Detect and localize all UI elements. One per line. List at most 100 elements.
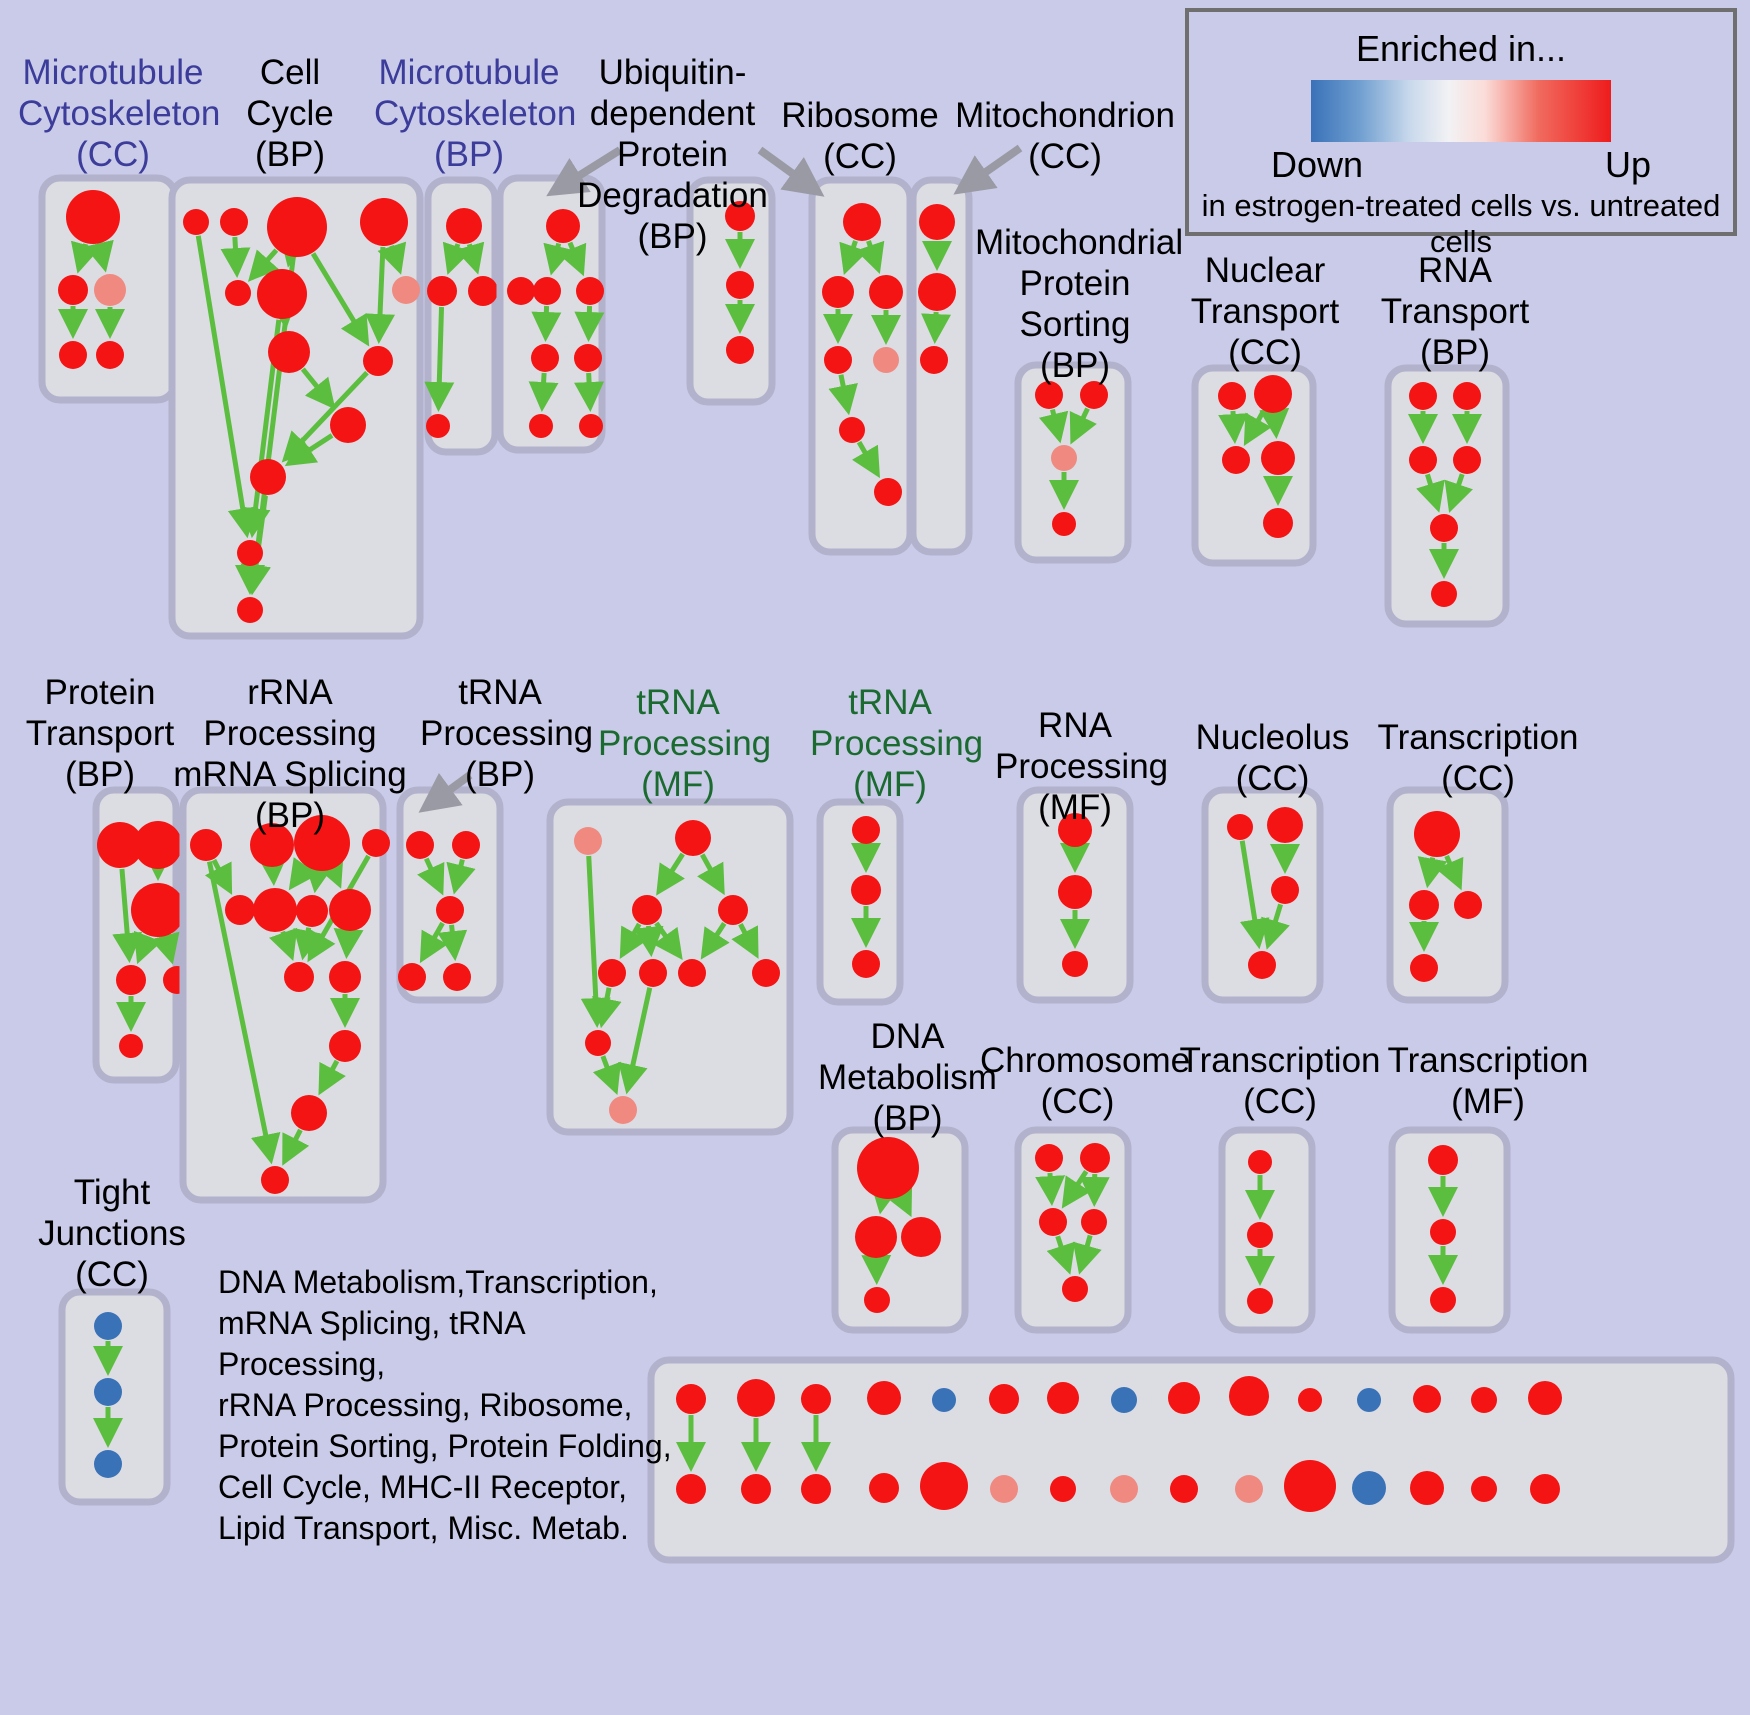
go-term-node[interactable] [869,275,903,309]
go-term-node[interactable] [284,962,314,992]
go-term-node[interactable] [839,417,865,443]
go-term-node[interactable] [1471,1476,1497,1502]
go-term-node[interactable] [851,875,881,905]
go-term-node[interactable] [1222,446,1250,474]
go-term-node[interactable] [392,276,420,304]
go-term-node[interactable] [1410,954,1438,982]
go-term-node[interactable] [1110,1475,1138,1503]
go-term-node[interactable] [1235,1475,1263,1503]
go-term-node[interactable] [94,1378,122,1406]
go-term-node[interactable] [801,1474,831,1504]
go-term-node[interactable] [119,1034,143,1058]
go-term-node[interactable] [329,1030,361,1062]
go-term-node[interactable] [131,883,185,937]
go-term-node[interactable] [1414,811,1460,857]
go-term-node[interactable] [363,346,393,376]
go-term-node[interactable] [529,414,553,438]
go-term-node[interactable] [864,1287,890,1313]
go-term-node[interactable] [1263,508,1293,538]
go-term-node[interactable] [1284,1460,1336,1512]
go-term-node[interactable] [1080,1143,1110,1173]
go-term-node[interactable] [1039,1208,1067,1236]
go-term-node[interactable] [741,1474,771,1504]
go-term-node[interactable] [257,269,307,319]
go-term-node[interactable] [468,276,498,306]
go-term-node[interactable] [533,277,561,305]
go-term-node[interactable] [1062,951,1088,977]
go-term-node[interactable] [676,1384,706,1414]
go-term-node[interactable] [1528,1381,1562,1415]
go-term-node[interactable] [1248,1150,1272,1174]
go-term-node[interactable] [1035,381,1063,409]
go-term-node[interactable] [253,888,297,932]
go-term-node[interactable] [1471,1387,1497,1413]
go-term-node[interactable] [585,1030,611,1056]
go-term-node[interactable] [726,271,754,299]
go-term-node[interactable] [66,190,120,244]
go-term-node[interactable] [1247,1222,1273,1248]
go-term-node[interactable] [268,331,310,373]
go-term-node[interactable] [989,1384,1019,1414]
go-term-node[interactable] [752,959,780,987]
go-term-node[interactable] [1058,813,1092,847]
go-term-node[interactable] [1248,951,1276,979]
go-term-node[interactable] [261,1166,289,1194]
go-term-node[interactable] [1409,890,1439,920]
go-term-node[interactable] [678,959,706,987]
go-term-node[interactable] [1430,514,1458,542]
go-term-node[interactable] [676,1474,706,1504]
go-term-node[interactable] [874,478,902,506]
go-term-node[interactable] [362,829,390,857]
go-term-node[interactable] [443,963,471,991]
go-term-node[interactable] [296,895,328,927]
go-term-node[interactable] [220,208,248,236]
go-term-node[interactable] [237,597,263,623]
go-term-node[interactable] [1052,512,1076,536]
go-term-node[interactable] [250,823,294,867]
go-term-node[interactable] [1430,1287,1456,1313]
go-term-node[interactable] [426,414,450,438]
go-term-node[interactable] [1227,814,1253,840]
go-term-node[interactable] [932,1388,956,1412]
go-term-node[interactable] [824,346,852,374]
go-term-node[interactable] [1431,581,1457,607]
go-term-node[interactable] [873,347,899,373]
go-term-node[interactable] [291,1095,327,1131]
go-term-node[interactable] [1409,446,1437,474]
go-term-node[interactable] [294,815,350,871]
go-term-node[interactable] [1530,1474,1560,1504]
go-term-node[interactable] [436,896,464,924]
go-term-node[interactable] [1111,1387,1137,1413]
go-term-node[interactable] [718,895,748,925]
go-term-node[interactable] [237,540,263,566]
go-term-node[interactable] [822,276,854,308]
go-term-node[interactable] [97,822,143,868]
go-term-node[interactable] [990,1475,1018,1503]
go-term-node[interactable] [920,1462,968,1510]
go-term-node[interactable] [639,959,667,987]
go-term-node[interactable] [574,344,602,372]
go-term-node[interactable] [452,831,480,859]
go-term-node[interactable] [1050,1476,1076,1502]
go-term-node[interactable] [901,1217,941,1257]
go-term-node[interactable] [1271,876,1299,904]
go-term-node[interactable] [857,1137,919,1199]
go-term-node[interactable] [1453,382,1481,410]
go-term-node[interactable] [852,950,880,978]
go-term-node[interactable] [855,1216,897,1258]
go-term-node[interactable] [675,820,711,856]
go-term-node[interactable] [329,889,371,931]
go-term-node[interactable] [58,275,88,305]
go-term-node[interactable] [869,1473,899,1503]
go-term-node[interactable] [427,276,457,306]
go-term-node[interactable] [918,273,956,311]
go-term-node[interactable] [1430,1219,1456,1245]
go-term-node[interactable] [134,821,182,869]
go-term-node[interactable] [1428,1145,1458,1175]
go-term-node[interactable] [1062,1276,1088,1302]
go-term-node[interactable] [919,204,955,240]
go-term-node[interactable] [1051,445,1077,471]
go-term-node[interactable] [507,277,535,305]
go-term-node[interactable] [1453,446,1481,474]
go-term-node[interactable] [267,197,327,257]
